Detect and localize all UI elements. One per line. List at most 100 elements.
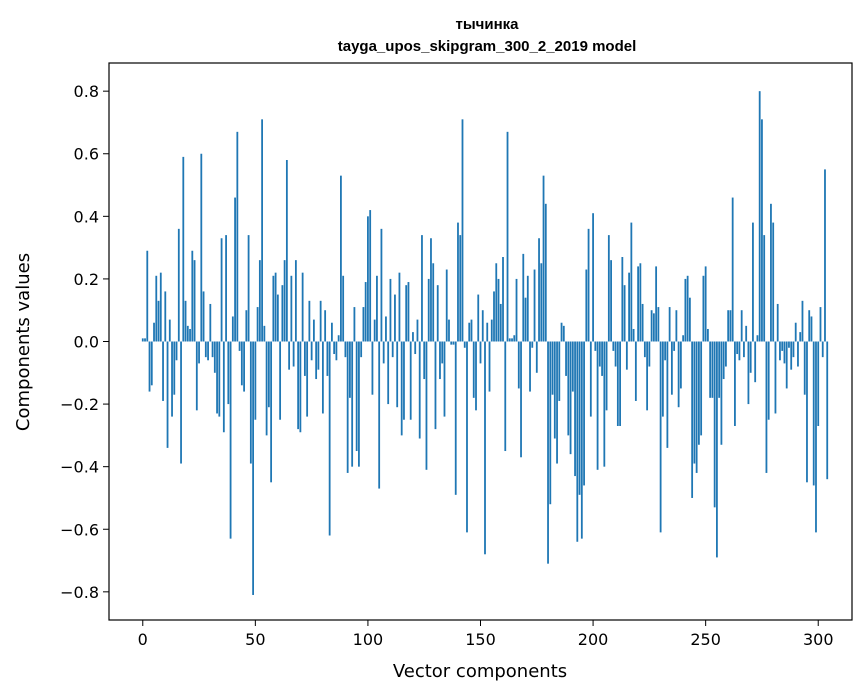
bar [317, 341, 320, 370]
bar [767, 341, 770, 420]
bar [810, 316, 813, 342]
bar [378, 341, 381, 489]
bar [709, 341, 712, 398]
bar [144, 338, 146, 342]
bar [441, 341, 444, 364]
bar [547, 341, 549, 564]
bar [186, 325, 189, 342]
bar [815, 341, 817, 533]
bar [565, 341, 567, 376]
bar [749, 341, 752, 373]
bar [315, 341, 318, 380]
bar [722, 341, 725, 380]
bar [168, 319, 171, 342]
x-tick-label: 300 [803, 630, 834, 649]
bar [529, 341, 531, 392]
bar [788, 341, 790, 348]
bar [704, 266, 707, 342]
bar [412, 332, 414, 342]
bar [596, 341, 599, 470]
bar [454, 341, 457, 495]
bar [594, 341, 597, 351]
bar [549, 341, 552, 505]
bar [691, 341, 694, 498]
bar [743, 341, 745, 358]
bar [826, 341, 829, 480]
bar [358, 341, 360, 467]
bar [292, 341, 295, 367]
bar [580, 341, 583, 539]
bar [285, 160, 288, 342]
bar [153, 322, 155, 342]
bar [240, 341, 243, 386]
bar [776, 303, 779, 342]
bar [328, 341, 331, 536]
bar [157, 300, 160, 342]
bar [614, 341, 617, 367]
bar [310, 341, 313, 361]
bar [427, 278, 430, 342]
bar [718, 341, 721, 398]
bar [538, 238, 540, 342]
bar [227, 341, 230, 405]
bar [394, 294, 396, 342]
bar [502, 257, 504, 342]
bar [585, 269, 588, 342]
bar [364, 282, 367, 342]
bar [745, 325, 748, 342]
bar [479, 341, 482, 364]
bar [166, 341, 169, 448]
bar [150, 341, 153, 386]
bar [369, 210, 372, 342]
bar [571, 341, 574, 392]
bar [643, 341, 646, 358]
bar [686, 275, 689, 342]
bar [605, 341, 608, 411]
bar [439, 341, 441, 380]
bar [738, 341, 741, 361]
bar [756, 335, 759, 342]
bar [146, 250, 149, 342]
bar [351, 341, 354, 467]
bar [695, 341, 698, 473]
bar [693, 341, 696, 464]
bar [200, 153, 203, 342]
bar [164, 291, 167, 342]
bar [434, 341, 437, 430]
bar [448, 319, 450, 342]
bar [628, 272, 630, 342]
bar [353, 307, 356, 342]
bar [267, 341, 270, 408]
bar [754, 341, 757, 383]
x-tick-label: 0 [138, 630, 148, 649]
bar [621, 257, 624, 342]
bar [817, 341, 820, 426]
bar [418, 341, 421, 439]
bar [634, 341, 637, 401]
bar [513, 335, 516, 342]
bar [213, 341, 216, 373]
bar [459, 235, 462, 342]
bar [533, 269, 536, 342]
bar [238, 341, 241, 351]
bar [688, 297, 691, 342]
bar [560, 322, 563, 342]
bar [511, 338, 513, 342]
bar [682, 335, 685, 342]
y-axis-label: Components values [13, 253, 34, 431]
bar [475, 341, 477, 411]
bar [184, 300, 187, 342]
bar [346, 341, 349, 473]
bar [279, 341, 282, 420]
bar [173, 341, 176, 395]
bar [362, 307, 365, 342]
bar [544, 203, 547, 342]
bar [306, 341, 309, 417]
bar [497, 278, 500, 342]
bar [526, 275, 529, 342]
bar [189, 328, 191, 342]
bar [824, 169, 826, 342]
bar [297, 341, 300, 430]
bar [299, 341, 302, 433]
y-tick-label: 0.4 [74, 207, 99, 226]
